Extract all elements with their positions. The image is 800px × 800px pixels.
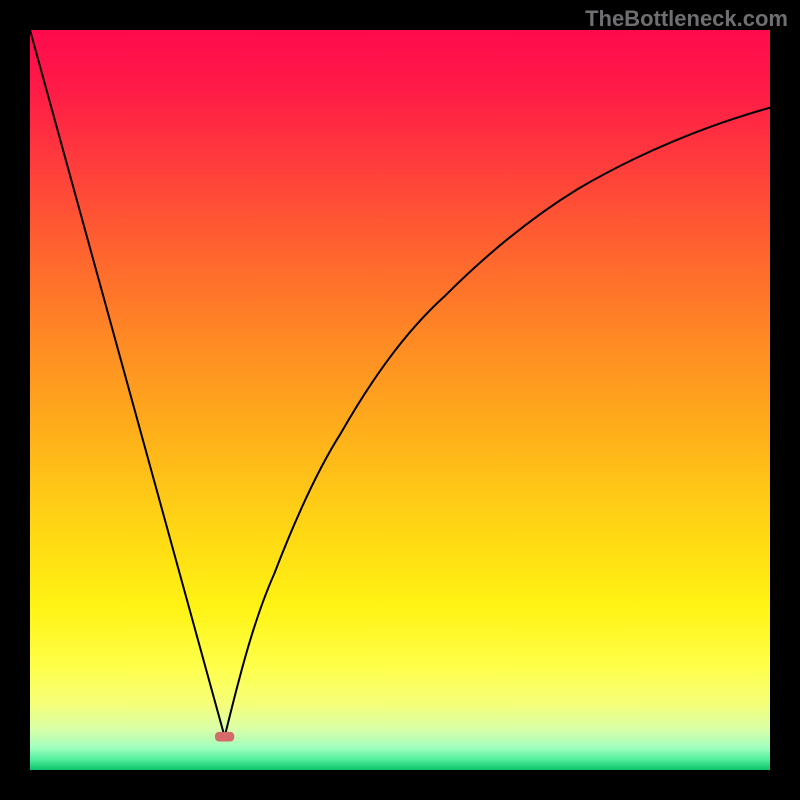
dip-marker: [215, 732, 234, 742]
watermark-text: TheBottleneck.com: [585, 6, 788, 32]
chart-frame: TheBottleneck.com: [0, 0, 800, 800]
plot-area: [30, 30, 770, 770]
background-gradient: [30, 30, 770, 770]
chart-svg: [30, 30, 770, 770]
